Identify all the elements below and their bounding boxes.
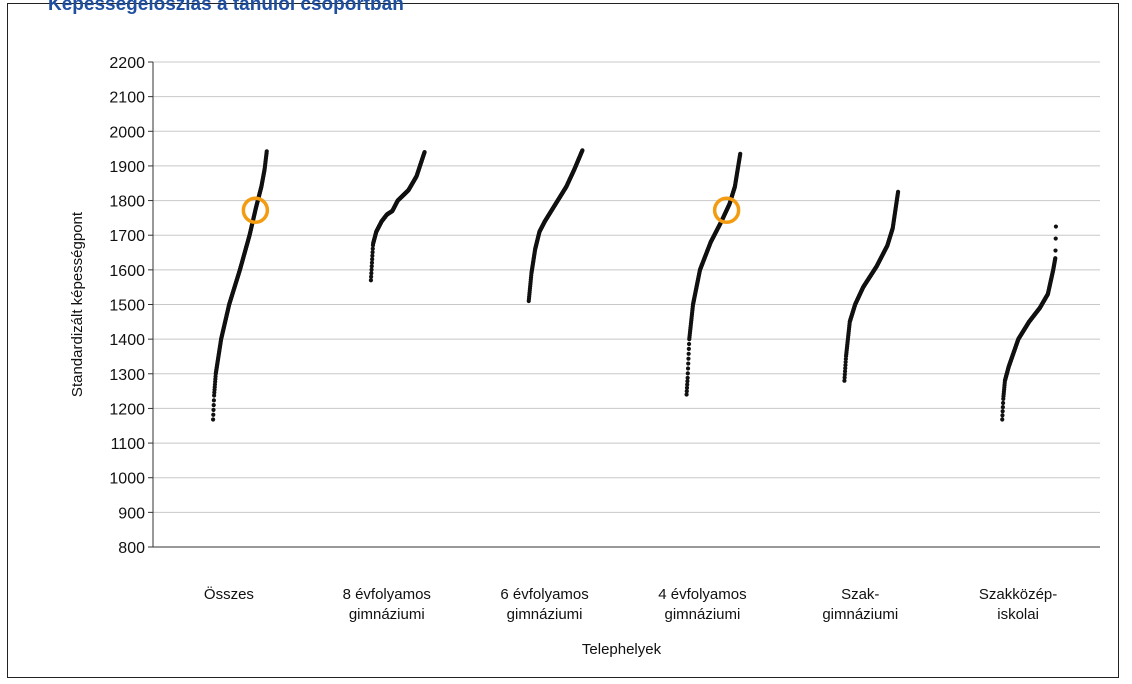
- category-label: 6 évfolyamos: [500, 586, 588, 603]
- data-point: [370, 253, 375, 258]
- data-point: [843, 359, 848, 365]
- data-point: [212, 393, 217, 398]
- data-point: [685, 379, 690, 384]
- data-point: [842, 372, 847, 377]
- data-point: [685, 371, 690, 376]
- category-labels: Összes 8 évfolyamos gimnáziumi 6 évfolyamos…: [204, 585, 1057, 623]
- data-point: [685, 366, 691, 371]
- data-point: [211, 398, 217, 403]
- data-point: [843, 363, 848, 368]
- data-point: [686, 356, 691, 361]
- data-point: [685, 382, 690, 387]
- axes: [148, 61, 1100, 548]
- data-point: [685, 375, 690, 381]
- data-point: [895, 189, 901, 195]
- data-point: [684, 392, 689, 397]
- y-tick-label: 1800: [109, 194, 145, 211]
- category-label: 8 évfolyamos: [343, 586, 431, 603]
- category-label: iskolai: [997, 606, 1039, 623]
- data-point: [1000, 409, 1005, 414]
- y-tick-label: 1400: [109, 332, 145, 349]
- chart-title-clipped: Képességeloszlás a tanulói csoportban: [48, 0, 404, 15]
- data-point: [686, 351, 691, 356]
- category-label: gimnáziumi: [507, 606, 583, 623]
- y-tick-label: 2200: [109, 55, 145, 72]
- data-point: [369, 274, 374, 279]
- y-tick-label: 1200: [109, 401, 145, 418]
- y-tick-label: 1000: [109, 471, 145, 488]
- highlight-circle: [712, 196, 741, 225]
- y-tick-label: 800: [118, 540, 145, 557]
- data-point: [369, 264, 374, 269]
- data-point: [211, 403, 216, 408]
- data-point: [842, 375, 847, 380]
- category-label: gimnáziumi: [664, 606, 740, 623]
- data-point: [211, 407, 216, 413]
- data-point: [1000, 417, 1005, 422]
- data-point: [1053, 224, 1059, 229]
- data-point: [1053, 256, 1058, 261]
- category-label: 4 évfolyamos: [658, 586, 746, 603]
- data-point: [684, 389, 689, 394]
- data-point: [369, 271, 374, 276]
- scatter-chart: 800 900 1000 1100 1200 1300 1400 1500 1600 1700 18…: [69, 55, 1100, 658]
- data-point: [842, 378, 847, 383]
- data-point: [843, 366, 848, 371]
- data-point: [686, 361, 691, 366]
- y-tick-label: 2000: [109, 124, 145, 141]
- data-point: [1053, 236, 1058, 241]
- data-point: [580, 148, 585, 153]
- data-point: [210, 417, 216, 422]
- y-tick-label: 1500: [109, 298, 145, 315]
- category-label: gimnáziumi: [822, 606, 898, 623]
- data-point: [264, 149, 269, 154]
- y-tick-label: 900: [118, 505, 145, 522]
- data-point: [1000, 405, 1005, 410]
- data-point: [1000, 413, 1005, 418]
- data-point: [422, 149, 427, 155]
- data-point: [369, 267, 374, 272]
- data-point: [1000, 400, 1006, 406]
- data-point: [686, 341, 692, 347]
- data-point: [370, 246, 375, 251]
- data-point: [369, 260, 375, 265]
- x-axis-title: Telephelyek: [582, 641, 662, 658]
- y-tick-label: 1700: [109, 228, 145, 245]
- chart-frame: Képességeloszlás a tanulói csoportban 80…: [7, 0, 1119, 678]
- data-points: [210, 148, 1059, 422]
- data-point: [684, 385, 690, 391]
- y-tick-label: 1600: [109, 263, 145, 280]
- data-point: [1053, 248, 1058, 253]
- data-point: [842, 369, 848, 374]
- y-tick-label: 1100: [111, 436, 146, 453]
- y-tick-label: 2100: [109, 90, 145, 107]
- category-label: Összes: [204, 585, 254, 603]
- y-axis-title: Standardizált képességpont: [69, 211, 86, 397]
- data-point: [738, 151, 743, 156]
- category-label: Szak-: [841, 586, 879, 603]
- category-label: gimnáziumi: [349, 606, 425, 623]
- gridlines: [153, 61, 1100, 513]
- y-tick-label: 1900: [109, 159, 145, 176]
- data-point: [370, 250, 375, 255]
- data-point: [686, 346, 691, 352]
- data-point: [211, 412, 216, 417]
- y-tick-label: 1300: [109, 367, 145, 384]
- data-point: [370, 257, 375, 262]
- highlight-markers: [241, 196, 741, 225]
- y-tick-labels: 800 900 1000 1100 1200 1300 1400 1500 1600 1700 18…: [109, 55, 145, 557]
- highlight-circle: [241, 196, 270, 225]
- category-label: Szakközép-: [979, 586, 1057, 603]
- data-point: [368, 278, 374, 283]
